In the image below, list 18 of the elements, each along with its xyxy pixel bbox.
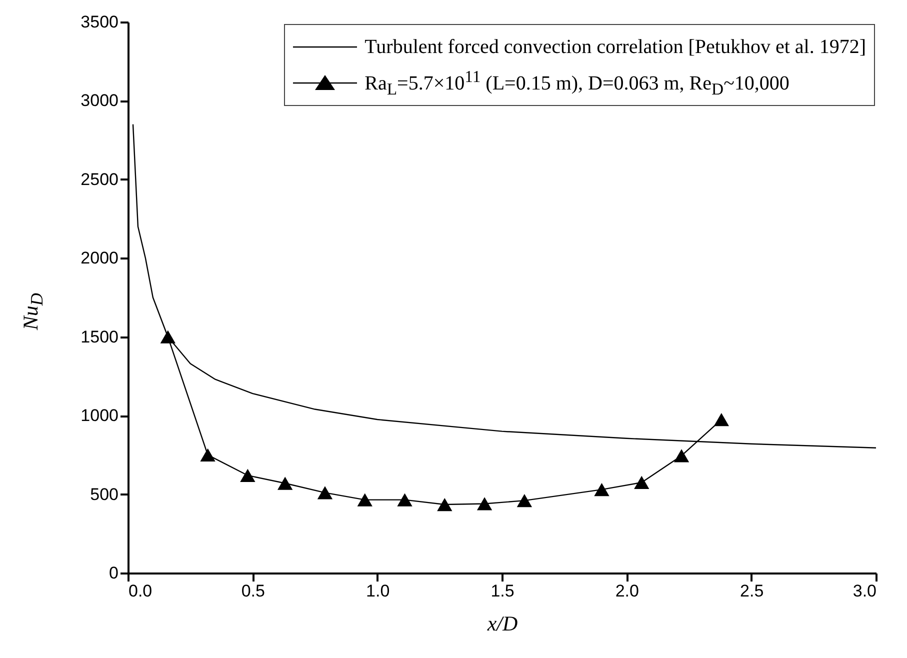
x-tick-label: 2.0 (615, 582, 639, 600)
y-tick-label: 1500 (80, 327, 118, 346)
x-tick-label: 2.5 (740, 582, 764, 600)
x-tick-label: 3.0 (852, 582, 876, 600)
y-tick-label: 3000 (80, 91, 118, 110)
legend-label: Turbulent forced convection correlation [Petukhov et al. 1972] (364, 36, 866, 58)
legend-label: Ra$_{L}$=5.7×10$^{11}$ (L=0.15 m), D=0.063 m, Re$_{D}$~10,000 (364, 66, 790, 100)
y-tick-label: 0 (109, 564, 118, 582)
x-tick-label: 0.5 (241, 582, 265, 600)
y-tick-label: 1000 (80, 406, 118, 426)
x-tick-label: 1.0 (366, 582, 390, 600)
y-tick-label: 2000 (80, 248, 118, 268)
x-tick-label: 0.0 (128, 582, 152, 600)
x-axis-title: x/D (486, 612, 518, 636)
y-tick-label: 2500 (80, 170, 118, 189)
y-tick-label: 500 (90, 484, 118, 504)
y-tick-label: 3500 (80, 12, 118, 32)
x-tick-label: 1.5 (490, 582, 514, 600)
